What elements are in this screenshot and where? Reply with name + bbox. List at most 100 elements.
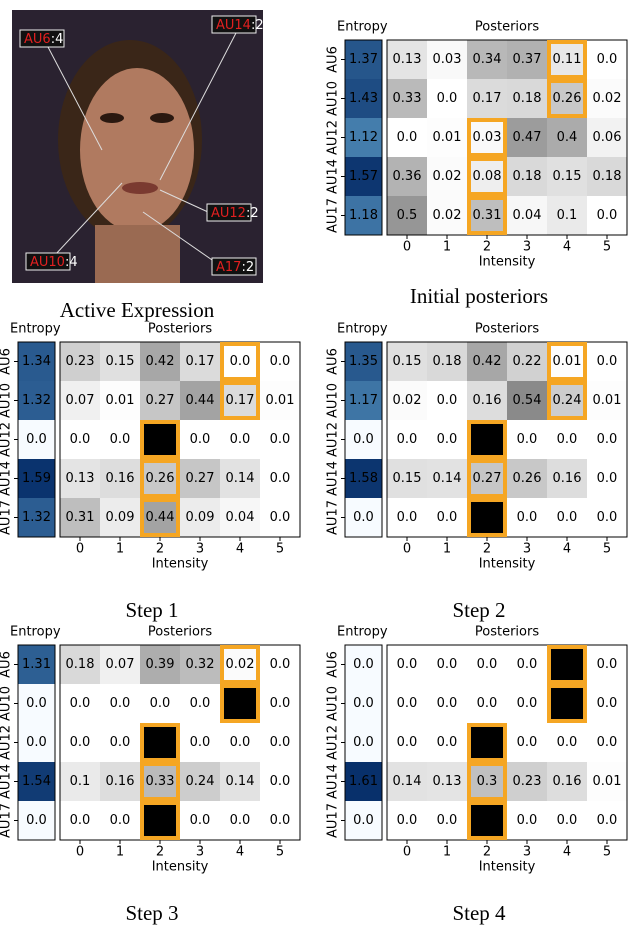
- posterior-label: 1.0: [150, 813, 171, 828]
- posterior-label: 0.0: [397, 735, 418, 750]
- posterior-cell: [100, 459, 140, 498]
- face: [80, 68, 194, 232]
- entropy-label: 1.54: [22, 774, 51, 789]
- entropy-label: 1.12: [349, 130, 378, 145]
- posterior-label: 0.0: [597, 735, 618, 750]
- posterior-cell: [60, 723, 100, 762]
- posterior-cell: [260, 801, 300, 840]
- highlight-box: [220, 381, 260, 420]
- row-label: AU6: [0, 348, 14, 375]
- x-tick-label: 4: [563, 845, 571, 860]
- posterior-label: 0.18: [66, 657, 95, 672]
- posterior-cell: [60, 498, 100, 537]
- posterior-cell: [180, 645, 220, 684]
- x-tick-label: 1: [443, 240, 451, 255]
- posterior-cell: [507, 459, 547, 498]
- posterior-label: 0.0: [517, 432, 538, 447]
- posterior-cell: [100, 342, 140, 381]
- posterior-cell: [140, 381, 180, 420]
- posterior-cell: [507, 723, 547, 762]
- row-label: AU10: [326, 383, 341, 418]
- posterior-cell: [387, 498, 427, 537]
- posterior-cell: [60, 459, 100, 498]
- posterior-label: 0.13: [433, 774, 462, 789]
- posterior-label: 0.0: [150, 696, 171, 711]
- posterior-label: 0.02: [433, 208, 462, 223]
- row-label: AU10: [0, 686, 14, 721]
- posterior-label: 0.17: [186, 354, 215, 369]
- posterior-label: 0.14: [226, 471, 255, 486]
- posterior-cell: [547, 801, 587, 840]
- posterior-cell: [427, 498, 467, 537]
- highlight-box: [220, 342, 260, 381]
- posterior-cell: [587, 645, 627, 684]
- posterior-label: 0.5: [397, 208, 418, 223]
- row-label: AU6: [326, 46, 341, 73]
- entropy-cell: [345, 801, 382, 840]
- label-box: [25, 252, 71, 271]
- row-label: AU6: [326, 651, 341, 678]
- posterior-cell: [180, 723, 220, 762]
- posterior-cell: [467, 79, 507, 118]
- entropy-cell: [18, 381, 55, 420]
- posterior-label: 0.02: [393, 393, 422, 408]
- posterior-cell: [507, 157, 547, 196]
- posterior-label: 0.01: [433, 130, 462, 145]
- posterior-cell: [100, 723, 140, 762]
- x-tick-label: 4: [236, 845, 244, 860]
- posterior-label: 0.26: [146, 471, 175, 486]
- posterior-cell: [547, 420, 587, 459]
- posterior-label: 0.0: [517, 657, 538, 672]
- posterior-cell: [387, 118, 427, 157]
- entropy-frame: [344, 341, 383, 538]
- posterior-cell: [507, 40, 547, 79]
- posterior-cell: [467, 40, 507, 79]
- caption: Step 3: [125, 901, 178, 925]
- posterior-cell: [547, 684, 587, 723]
- posterior-cell: [507, 498, 547, 537]
- posterior-cell: [587, 342, 627, 381]
- posterior-label: 0.0: [597, 510, 618, 525]
- row-label: AU10: [326, 81, 341, 116]
- au-label: AU14:2: [216, 18, 264, 33]
- posterior-cell: [467, 196, 507, 235]
- entropy-label: 0.0: [353, 432, 374, 447]
- posterior-label: 0.37: [513, 52, 542, 67]
- label-box: [206, 203, 252, 222]
- x-axis-label: Intensity: [479, 557, 536, 572]
- posterior-label: 0.44: [186, 393, 215, 408]
- entropy-cell: [345, 40, 382, 79]
- row-label: AU17: [0, 803, 14, 838]
- posterior-cell: [140, 684, 180, 723]
- posterior-cell: [427, 420, 467, 459]
- posterior-label: 0.0: [110, 696, 131, 711]
- highlight-box: [547, 79, 587, 118]
- posterior-cell: [260, 459, 300, 498]
- posterior-label: 1.0: [477, 813, 498, 828]
- x-tick-label: 0: [76, 542, 84, 557]
- posterior-label: 0.0: [397, 696, 418, 711]
- posterior-label: 0.3: [477, 774, 498, 789]
- posterior-label: 0.0: [270, 813, 291, 828]
- posterior-cell: [467, 459, 507, 498]
- entropy-cell: [345, 196, 382, 235]
- posterior-label: 0.02: [593, 91, 622, 106]
- x-tick-label: 2: [156, 542, 164, 557]
- posterior-label: 0.0: [597, 813, 618, 828]
- posterior-label: 0.0: [70, 696, 91, 711]
- posterior-label: 0.16: [473, 393, 502, 408]
- posterior-cell: [387, 801, 427, 840]
- caption: Step 4: [452, 901, 506, 925]
- au-name: AU14: [216, 18, 251, 33]
- posterior-cell: [180, 498, 220, 537]
- entropy-label: 1.59: [22, 471, 51, 486]
- posterior-cell: [387, 40, 427, 79]
- posterior-cell: [587, 459, 627, 498]
- posterior-label: 0.14: [226, 774, 255, 789]
- posterior-label: 0.0: [437, 432, 458, 447]
- photo-caption: Active Expression: [60, 298, 215, 322]
- posterior-cell: [100, 684, 140, 723]
- entropy-cell: [345, 762, 382, 801]
- entropy-cell: [345, 498, 382, 537]
- posterior-label: 0.15: [393, 471, 422, 486]
